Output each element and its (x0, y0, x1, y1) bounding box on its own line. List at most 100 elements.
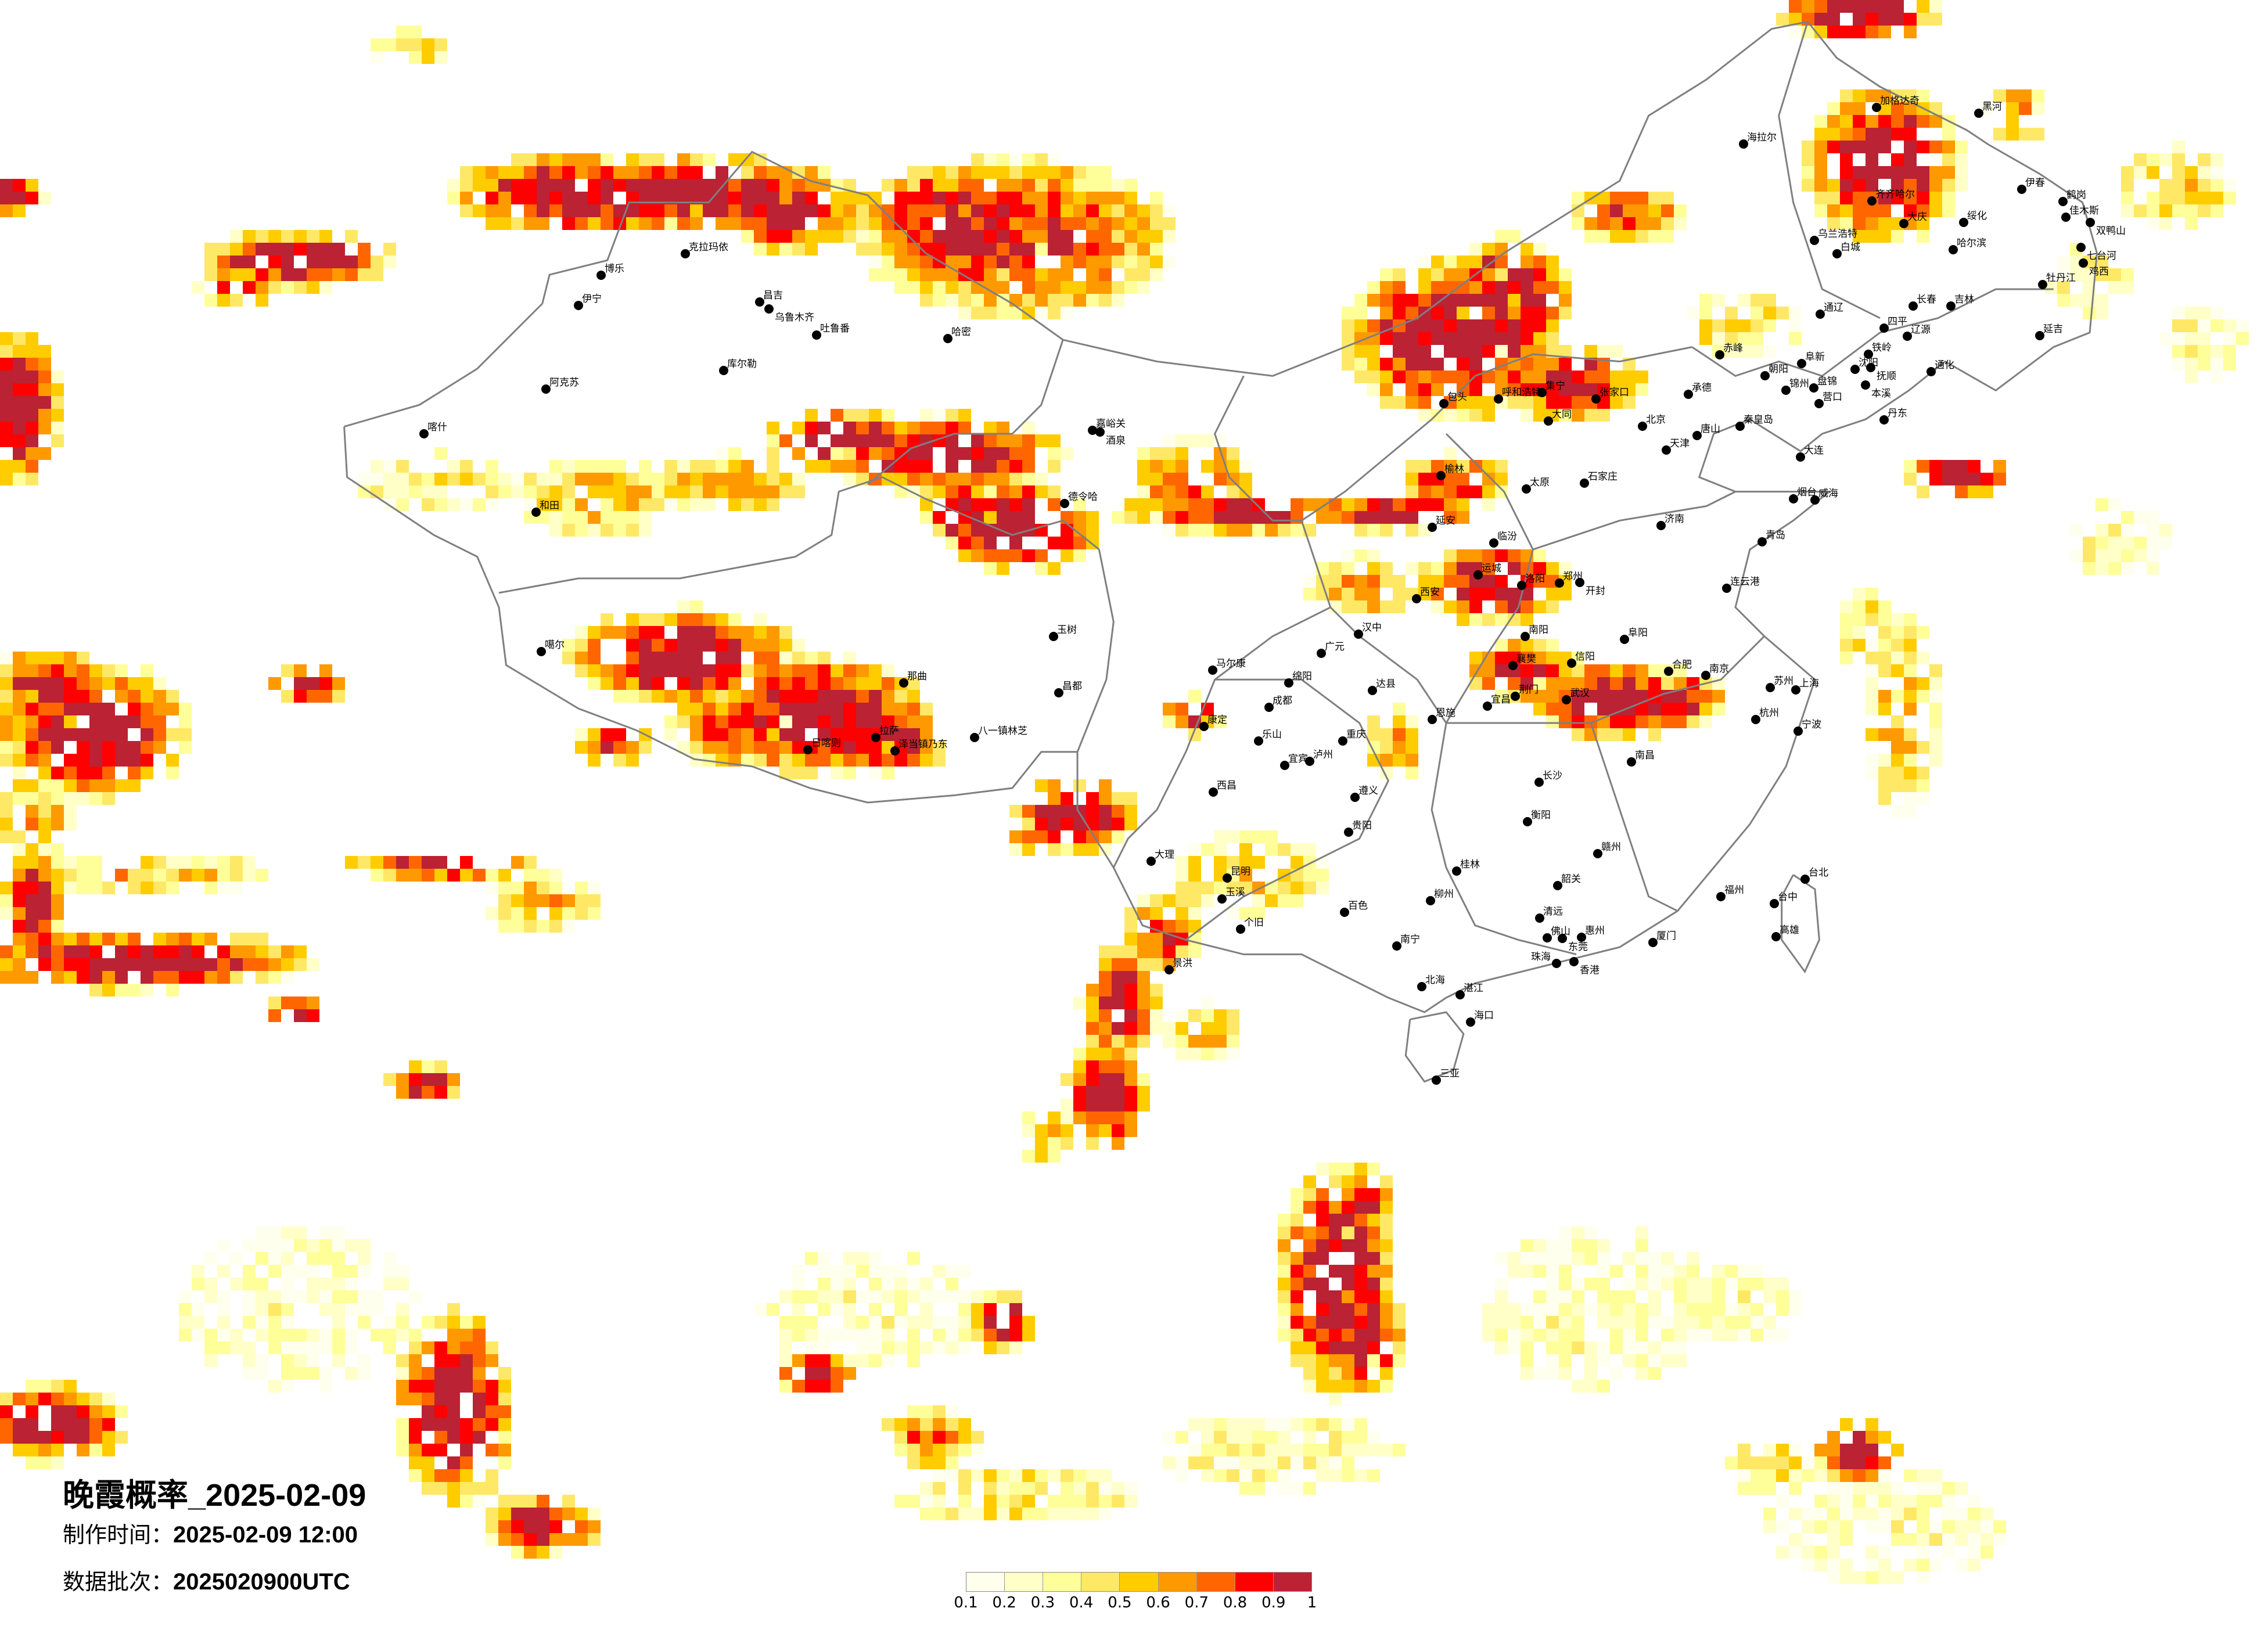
probability-cell (779, 192, 792, 204)
probability-cell (792, 1329, 805, 1341)
probability-cell (204, 294, 217, 307)
probability-cell (1188, 1444, 1201, 1456)
probability-cell (1636, 1265, 1648, 1278)
probability-cell (1917, 1520, 1929, 1533)
probability-cell (256, 971, 268, 984)
probability-cell (1278, 1431, 1291, 1444)
probability-cell (256, 1290, 268, 1303)
probability-cell (703, 179, 716, 192)
city-marker: 大连 (1796, 445, 1824, 462)
probability-cell (549, 473, 562, 485)
city-marker: 齐齐哈尔 (1867, 189, 1915, 206)
probability-cell (1776, 1495, 1789, 1508)
probability-cell (422, 498, 434, 511)
probability-cell (1955, 141, 1968, 153)
probability-cell (1022, 307, 1035, 319)
probability-cell (1929, 473, 1942, 485)
probability-cell (1444, 498, 1457, 511)
probability-cell (1597, 204, 1610, 217)
probability-cell (1112, 945, 1124, 958)
probability-cell (371, 856, 383, 869)
probability-cell (396, 1265, 409, 1278)
probability-cell (754, 1303, 767, 1316)
probability-cell (473, 179, 486, 192)
probability-cell (396, 1303, 409, 1316)
probability-cell (728, 153, 741, 166)
probability-cell (664, 613, 677, 626)
probability-cell (1188, 1035, 1201, 1048)
probability-cell (562, 498, 575, 511)
probability-cell (1073, 537, 1086, 549)
probability-cell (1048, 307, 1061, 319)
probability-cell (204, 268, 217, 281)
probability-cell (549, 485, 562, 498)
probability-cell (818, 422, 831, 434)
probability-cell (1163, 204, 1176, 217)
probability-cell (281, 1329, 294, 1341)
probability-cell (0, 907, 13, 920)
probability-cell (1597, 1278, 1610, 1290)
probability-cell (1418, 562, 1431, 575)
probability-cell (1559, 1329, 1572, 1341)
probability-cell (396, 1278, 409, 1290)
probability-cell (984, 1329, 997, 1341)
probability-cell (1521, 243, 1533, 256)
city-marker: 开封 (1575, 578, 1605, 597)
probability-cell (894, 473, 907, 485)
probability-cell (1623, 728, 1636, 741)
city-marker: 盘锦 (1809, 376, 1837, 393)
probability-cell (1546, 600, 1559, 613)
probability-cell (1291, 882, 1303, 894)
probability-cell (1354, 524, 1367, 537)
probability-cell (843, 473, 856, 485)
probability-cell (38, 958, 51, 971)
probability-cell (933, 1290, 946, 1303)
probability-cell (204, 1252, 217, 1265)
probability-cell (498, 1520, 511, 1533)
probability-cell (907, 281, 920, 294)
probability-cell (332, 690, 345, 703)
probability-cell (562, 485, 575, 498)
probability-cell (1406, 562, 1418, 575)
probability-cell (1572, 728, 1584, 741)
probability-cell (869, 268, 882, 281)
probability-cell (1469, 549, 1482, 562)
probability-cell (1201, 485, 1214, 498)
probability-cell (958, 422, 971, 434)
probability-cell (716, 703, 728, 715)
probability-cell (1201, 434, 1214, 447)
probability-cell (230, 958, 243, 971)
probability-cell (141, 677, 153, 690)
probability-cell (1981, 1546, 1993, 1559)
probability-cell (1546, 1290, 1559, 1303)
probability-cell (1929, 13, 1942, 26)
city-label: 青岛 (1766, 530, 1785, 541)
probability-cell (537, 894, 549, 907)
legend-swatch (1273, 1573, 1311, 1591)
probability-cell (1444, 562, 1457, 575)
probability-cell (371, 51, 383, 64)
probability-cell (1009, 1316, 1022, 1329)
probability-cell (1636, 1239, 1648, 1252)
probability-cell (1073, 204, 1086, 217)
probability-cell (856, 754, 869, 767)
probability-cell (754, 664, 767, 677)
probability-cell (1904, 1533, 1917, 1546)
probability-cell (1904, 204, 1917, 217)
probability-cell (383, 1278, 396, 1290)
probability-cell (1853, 1571, 1866, 1584)
probability-cell (1457, 319, 1469, 332)
probability-cell (1444, 600, 1457, 613)
probability-cell (1878, 652, 1891, 664)
legend-swatch (1196, 1573, 1235, 1591)
probability-cell (1176, 1469, 1188, 1482)
probability-cell (1406, 319, 1418, 332)
probability-cell (1623, 1329, 1636, 1341)
probability-cell (2096, 537, 2108, 549)
probability-cell (575, 882, 588, 894)
probability-cell (703, 192, 716, 204)
probability-cell (1086, 1060, 1099, 1073)
probability-cell (1840, 102, 1853, 115)
probability-cell (1751, 1265, 1763, 1278)
probability-cell (1354, 575, 1367, 588)
